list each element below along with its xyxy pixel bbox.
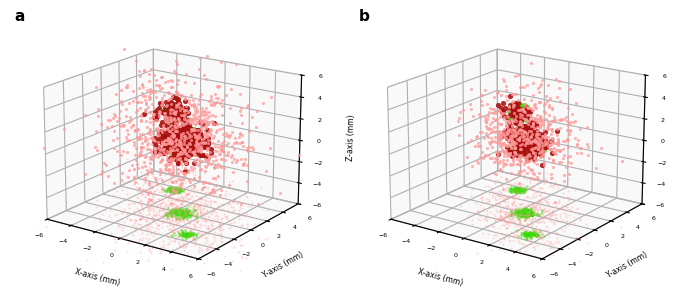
Y-axis label: Y-axis (mm): Y-axis (mm) [605, 250, 649, 280]
X-axis label: X-axis (mm): X-axis (mm) [73, 268, 121, 288]
X-axis label: X-axis (mm): X-axis (mm) [417, 268, 464, 288]
Text: b: b [358, 9, 369, 24]
Text: a: a [14, 9, 25, 24]
Y-axis label: Y-axis (mm): Y-axis (mm) [261, 250, 305, 280]
